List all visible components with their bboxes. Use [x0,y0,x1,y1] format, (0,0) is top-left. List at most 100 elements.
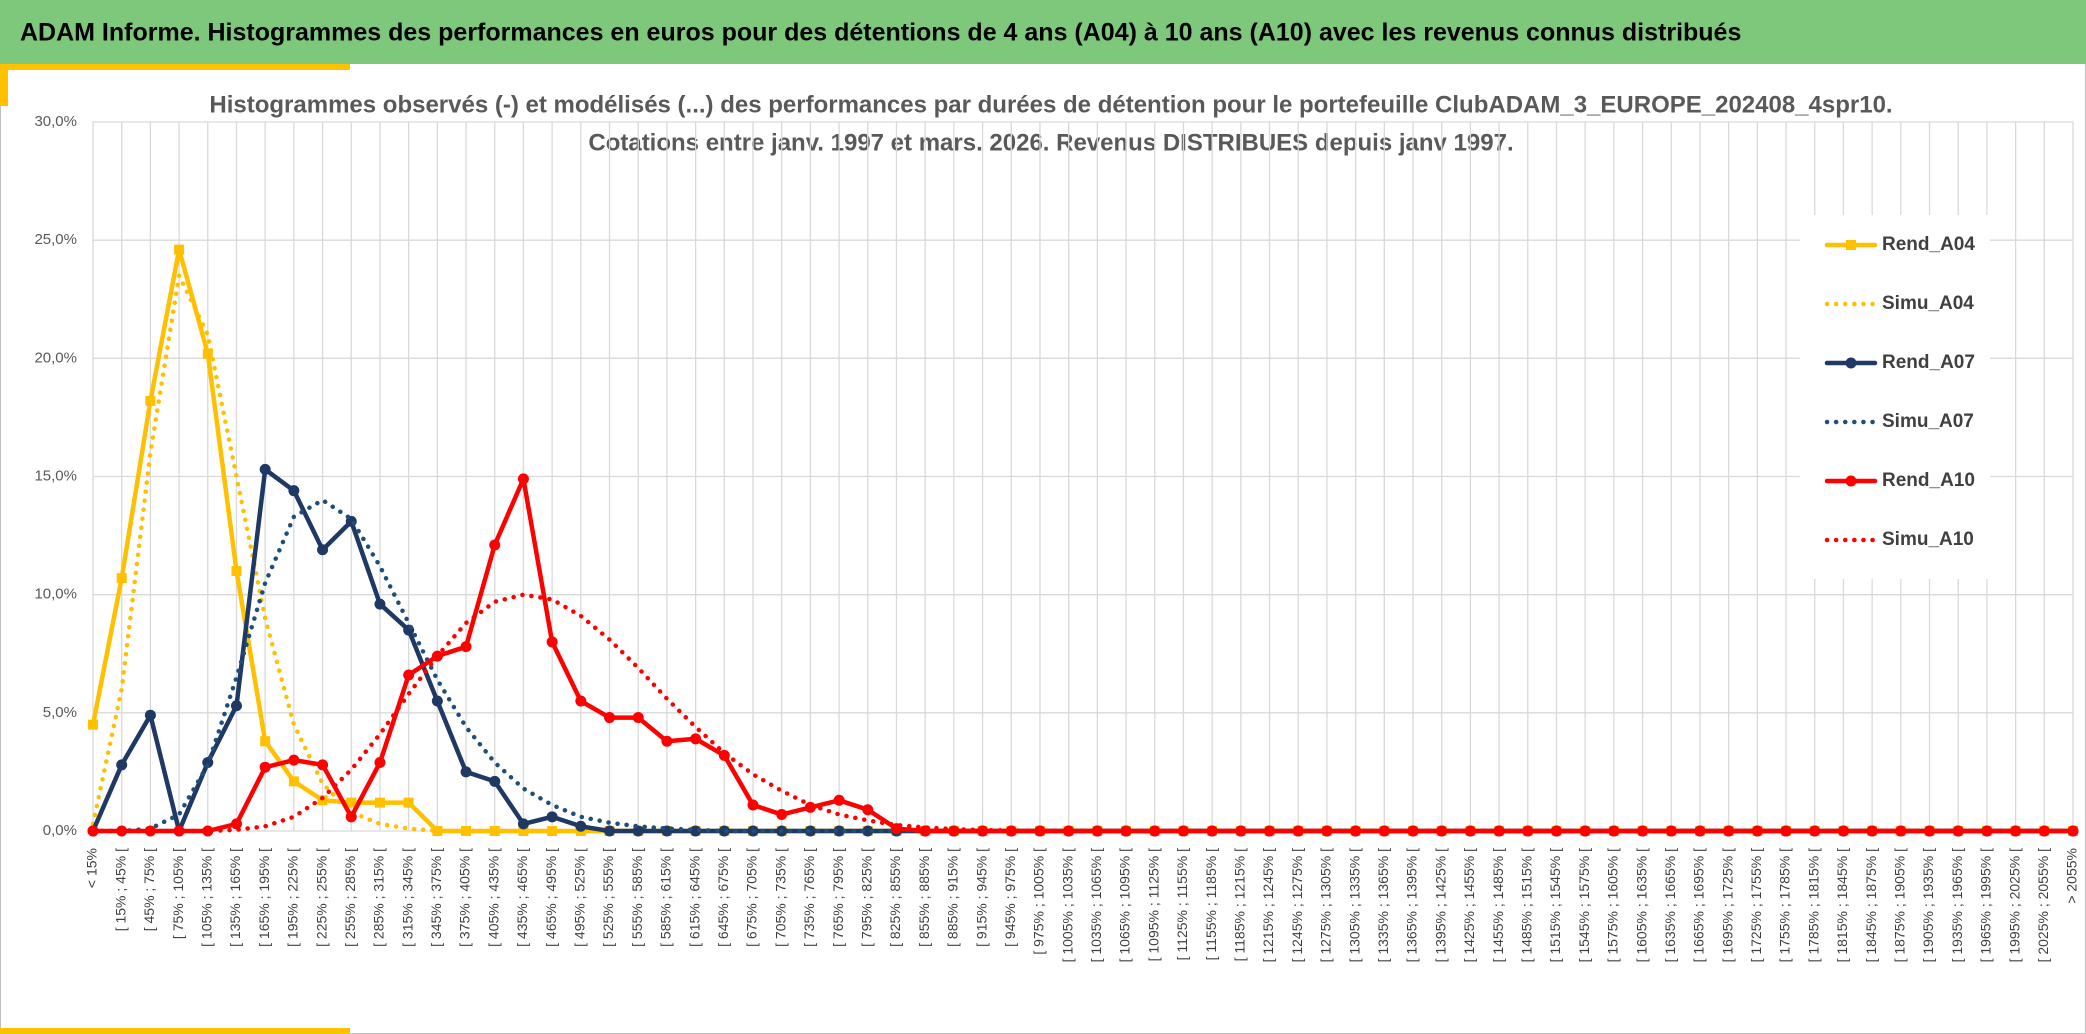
x-tick-label: [ 1125% ; 1155% [ [1174,848,1190,960]
marker [116,573,127,584]
x-tick-label: [ 1485% ; 1515% [ [1518,848,1534,963]
marker [747,799,759,811]
x-tick-label: < 15% [84,848,100,888]
marker [1063,825,1075,837]
x-tick-label: [ 975% ; 1005% [ [1031,848,1047,955]
y-tick-label: 20,0% [34,349,77,366]
x-tick-label: [ 735% ; 765% [ [801,848,817,947]
marker [604,712,616,724]
x-tick-label: [ 1095% ; 1125% [ [1145,848,1161,961]
x-tick-label: [ 585% ; 615% [ [658,848,674,947]
x-tick-label: [ 1665% ; 1695% [ [1691,848,1707,963]
marker [1436,825,1448,837]
y-tick-label: 25,0% [34,231,77,248]
marker [2038,825,2050,837]
marker [661,735,673,747]
marker [202,348,213,359]
marker [1235,825,1247,837]
marker [517,473,529,485]
marker [431,695,443,707]
marker [230,700,242,712]
marker [288,754,300,766]
x-tick-label: [ 1845% ; 1875% [ [1863,848,1879,963]
marker [575,820,587,832]
marker [1264,825,1276,837]
marker [604,825,616,837]
x-tick-label: [ 645% ; 675% [ [715,848,731,947]
x-tick-label: [ 1065% ; 1095% [ [1117,848,1133,963]
x-tick-label: [ 435% ; 465% [ [514,848,530,947]
x-tick-label: [ 2025% ; 2055% [ [2035,848,2051,963]
x-tick-label: [ 525% ; 555% [ [600,848,616,947]
legend-marker [1846,240,1856,250]
marker [432,826,443,836]
legend-label: Simu_A04 [1882,293,1974,314]
x-tick-label: [ 1755% ; 1785% [ [1777,848,1793,963]
x-tick-label: [ 915% ; 945% [ [973,848,989,947]
marker [1637,825,1649,837]
x-tick-label: [ 1455% ; 1485% [ [1490,848,1506,963]
chart-subtitle: Cotations entre janv. 1997 et mars. 2026… [588,129,1513,156]
x-tick-label: [ 1275% ; 1305% [ [1318,848,1334,963]
x-tick-label: [ 1815% ; 1845% [ [1834,848,1850,963]
header-bar [0,0,2086,64]
marker [2067,825,2079,837]
x-tick-label: [ 1605% ; 1635% [ [1633,848,1649,963]
marker [862,804,874,816]
marker [145,395,156,406]
x-tick-label: [ 1905% ; 1935% [ [1920,848,1936,963]
x-tick-label: [ 885% ; 915% [ [945,848,961,947]
x-tick-label: [ 705% ; 735% [ [772,848,788,947]
marker [489,539,501,551]
x-tick-label: [ 405% ; 435% [ [485,848,501,947]
x-tick-label: [ 1005% ; 1035% [ [1059,848,1075,963]
marker [345,811,357,823]
legend-label: Rend_A04 [1882,234,1975,255]
y-tick-label: 5,0% [43,704,77,721]
x-tick-label: [ 795% ; 825% [ [858,848,874,947]
marker [517,818,529,830]
y-tick-label: 30,0% [34,113,77,130]
marker [230,818,242,830]
x-tick-label: [ 1365% ; 1395% [ [1404,848,1420,963]
x-tick-label: [ 825% ; 855% [ [887,848,903,947]
marker [403,669,415,681]
x-tick-label: [ 165% ; 195% [ [256,848,272,947]
x-tick-label: [ 1515% ; 1545% [ [1547,848,1563,963]
marker [374,598,386,610]
x-tick-label: [ 765% ; 795% [ [830,848,846,947]
marker [288,776,299,787]
legend-marker [1845,475,1857,487]
x-tick-label: [ 105% ; 135% [ [198,848,214,947]
x-tick-label: [ 615% ; 645% [ [686,848,702,947]
page-title: ADAM Informe. Histogrammes des performan… [20,19,1741,47]
x-tick-label: [ 1725% ; 1755% [ [1748,848,1764,963]
marker [461,826,472,836]
x-tick-label: [ 855% ; 885% [ [916,848,932,947]
x-tick-label: [ 1395% ; 1425% [ [1432,848,1448,963]
x-tick-label: [ 555% ; 585% [ [629,848,645,947]
x-tick-label: [ 1935% ; 1965% [ [1949,848,1965,963]
x-tick-label: [ 465% ; 495% [ [543,848,559,947]
marker [231,566,242,577]
x-tick-label: [ 495% ; 525% [ [572,848,588,947]
x-tick-label: [ 315% ; 345% [ [399,848,415,947]
legend-label: Simu_A07 [1882,411,1974,432]
marker [2010,825,2022,837]
marker [833,825,845,837]
x-tick-label: [ 1575% ; 1605% [ [1605,848,1621,963]
x-tick-label: [ 1785% ; 1815% [ [1805,848,1821,963]
legend-label: Rend_A07 [1882,352,1975,373]
accent [0,1028,350,1034]
x-tick-label: [ 1545% ; 1575% [ [1576,848,1592,963]
marker [1579,825,1591,837]
marker [1809,825,1821,837]
marker [632,712,644,724]
accent [0,64,350,70]
x-tick-label: [ 1155% ; 1185% [ [1203,848,1219,960]
x-tick-label: [ 945% ; 975% [ [1002,848,1018,947]
marker [1780,825,1792,837]
marker [374,797,385,808]
marker [1981,825,1993,837]
